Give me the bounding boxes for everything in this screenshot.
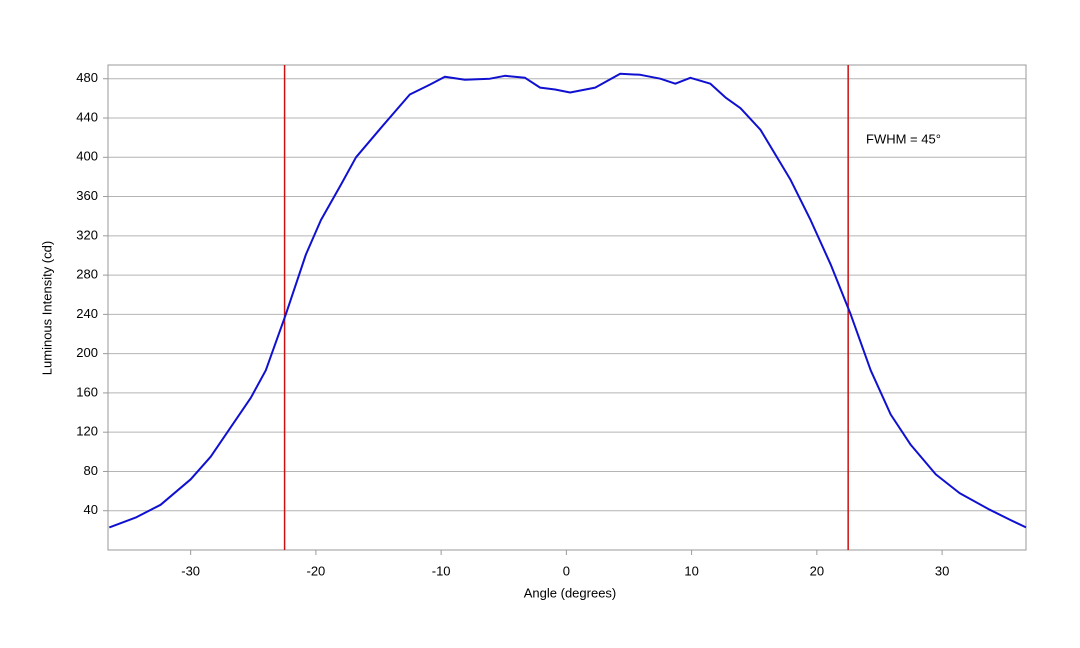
y-axis-label: Luminous Intensity (cd)	[39, 241, 54, 375]
x-axis-label: Angle (degrees)	[524, 585, 617, 600]
y-tick-label: 240	[76, 306, 98, 321]
y-tick-label: 480	[76, 70, 98, 85]
y-tick-label: 160	[76, 384, 98, 399]
plot-frame	[107, 64, 1027, 551]
y-tick-label: 280	[76, 267, 98, 282]
x-tick-label: 20	[810, 563, 824, 578]
annotation: FWHM = 45°	[866, 131, 941, 146]
y-tick-label: 200	[76, 345, 98, 360]
x-tick-label: 0	[563, 563, 570, 578]
x-tick-label: -30	[181, 563, 200, 578]
y-tick-label: 120	[76, 424, 98, 439]
x-tick-label: -10	[432, 563, 451, 578]
x-tick-label: -20	[306, 563, 325, 578]
y-tick-label: 80	[84, 463, 98, 478]
x-tick-label: 30	[935, 563, 949, 578]
y-tick-label: 320	[76, 227, 98, 242]
y-tick-label: 440	[76, 109, 98, 124]
y-tick-label: 360	[76, 188, 98, 203]
intensity-curve	[108, 72, 1027, 529]
y-tick-label: 40	[84, 502, 98, 517]
x-tick-label: 10	[684, 563, 698, 578]
y-tick-label: 400	[76, 149, 98, 164]
